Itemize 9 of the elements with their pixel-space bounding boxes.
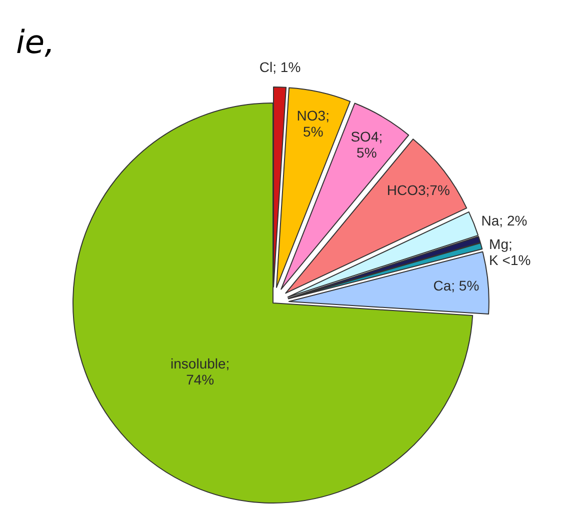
slice-label: Ca; 5%	[433, 278, 480, 294]
slice-label: Mg; K <1%	[489, 236, 531, 268]
text: ie,	[16, 23, 55, 61]
slice-label: NO3; 5%	[296, 107, 330, 140]
slice-label: insoluble; 74%	[170, 355, 230, 388]
slice-label: SO4; 5%	[350, 128, 383, 161]
slice-label: Na; 2%	[481, 212, 528, 229]
slice-label: HCO3;7%	[386, 182, 450, 198]
slice-label: Cl; 1%	[259, 59, 301, 76]
